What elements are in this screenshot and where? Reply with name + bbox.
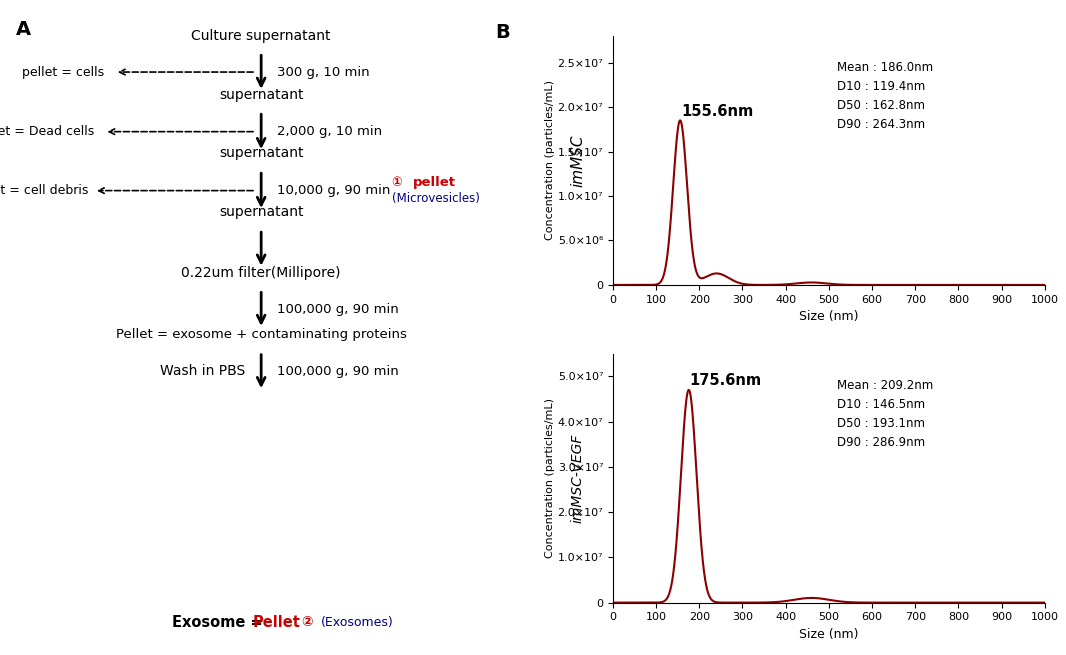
- Text: 10,000 g, 90 min: 10,000 g, 90 min: [277, 184, 390, 197]
- Text: pellet: pellet: [413, 176, 455, 189]
- Text: 2,000 g, 10 min: 2,000 g, 10 min: [277, 125, 382, 138]
- Text: (Exosomes): (Exosomes): [321, 616, 394, 629]
- Text: 100,000 g, 90 min: 100,000 g, 90 min: [277, 365, 399, 378]
- Text: ②: ②: [296, 615, 318, 629]
- Text: pellet = cells: pellet = cells: [22, 66, 104, 79]
- Text: 300 g, 10 min: 300 g, 10 min: [277, 66, 370, 79]
- Text: imMSC: imMSC: [570, 134, 585, 187]
- Text: 100,000 g, 90 min: 100,000 g, 90 min: [277, 303, 399, 316]
- Text: supernatant: supernatant: [219, 206, 304, 219]
- Text: supernatant: supernatant: [219, 147, 304, 160]
- Text: imMSC-VEGF: imMSC-VEGF: [570, 434, 585, 523]
- Text: B: B: [496, 23, 511, 42]
- Text: A: A: [16, 20, 31, 39]
- Text: Culture supernatant: Culture supernatant: [192, 29, 330, 43]
- X-axis label: Size (nm): Size (nm): [800, 628, 858, 641]
- Text: 155.6nm: 155.6nm: [681, 104, 754, 119]
- Y-axis label: Concentration (particles/mL): Concentration (particles/mL): [545, 398, 554, 558]
- Text: 0.22um filter(Millipore): 0.22um filter(Millipore): [181, 266, 341, 280]
- Text: 175.6nm: 175.6nm: [690, 373, 762, 388]
- X-axis label: Size (nm): Size (nm): [800, 310, 858, 323]
- Text: (Microvesicles): (Microvesicles): [392, 192, 480, 205]
- Y-axis label: Concentration (particles/mL): Concentration (particles/mL): [545, 81, 554, 240]
- Text: Pellet: Pellet: [253, 615, 301, 629]
- Text: Mean : 209.2nm
D10 : 146.5nm
D50 : 193.1nm
D90 : 286.9nm: Mean : 209.2nm D10 : 146.5nm D50 : 193.1…: [838, 379, 934, 449]
- Text: supernatant: supernatant: [219, 88, 304, 102]
- Text: Wash in PBS: Wash in PBS: [160, 364, 245, 379]
- Text: Pellet = exosome + contaminating proteins: Pellet = exosome + contaminating protein…: [116, 328, 406, 341]
- Text: Exosome =: Exosome =: [173, 615, 269, 629]
- Text: ①: ①: [392, 176, 407, 189]
- Text: pellet = Dead cells: pellet = Dead cells: [0, 125, 94, 138]
- Text: Mean : 186.0nm
D10 : 119.4nm
D50 : 162.8nm
D90 : 264.3nm: Mean : 186.0nm D10 : 119.4nm D50 : 162.8…: [838, 61, 934, 131]
- Text: pellet = cell debris: pellet = cell debris: [0, 184, 88, 197]
